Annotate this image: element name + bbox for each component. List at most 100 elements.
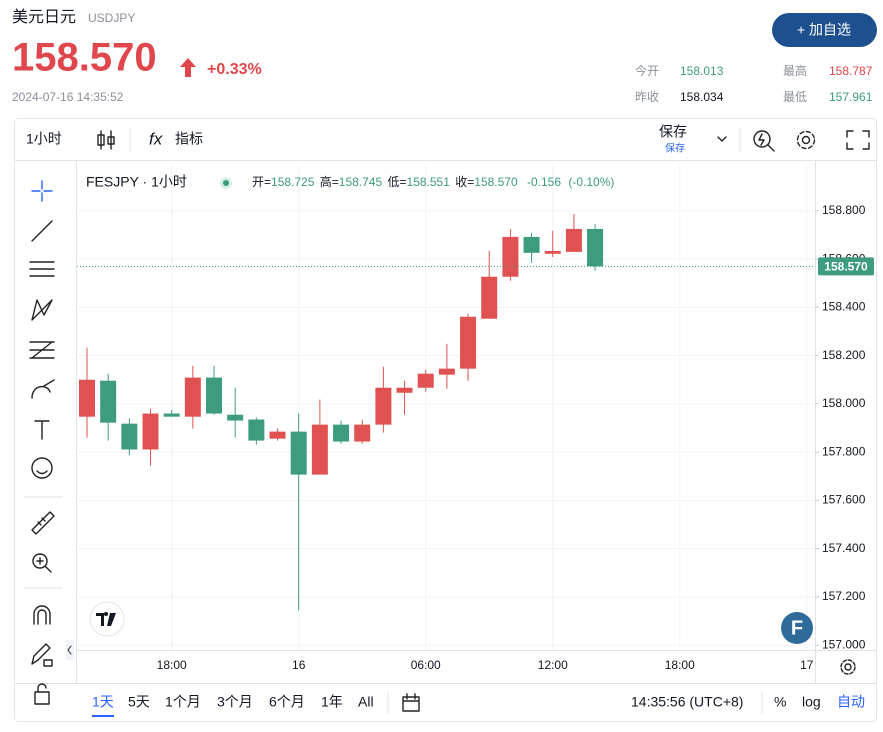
current-price: 158.570 xyxy=(12,36,157,80)
timestamp: 2024-07-16 14:35:52 xyxy=(12,90,124,104)
ohlc-legend: 开=158.725 高=158.745 低=158.551 收=158.570 … xyxy=(252,174,614,189)
save-button[interactable]: 保存 xyxy=(659,124,687,140)
y-tick-label: 158.200 xyxy=(822,348,866,362)
candle-body xyxy=(248,419,265,441)
up-arrow xyxy=(180,58,196,77)
legend-label: 高= xyxy=(320,174,339,189)
legend-change: -0.156 xyxy=(527,175,561,189)
y-tick-label: 157.600 xyxy=(822,493,866,507)
candle-body xyxy=(142,413,159,450)
candle-body xyxy=(206,377,223,414)
magnet-tool[interactable] xyxy=(33,605,51,625)
tv-logo-mark xyxy=(96,612,116,626)
candle-body xyxy=(354,424,371,442)
y-tick-label: 158.400 xyxy=(822,300,866,314)
candle-body xyxy=(565,228,582,252)
candle-body xyxy=(311,424,328,475)
y-tick-label: 158.800 xyxy=(822,203,866,217)
y-tick-label: 157.800 xyxy=(822,444,866,458)
chart-title: FESJPY · 1小时 xyxy=(86,174,187,190)
range-button[interactable]: 1天 xyxy=(92,694,114,710)
candle-body xyxy=(163,413,180,417)
fullscreen-icon[interactable] xyxy=(846,130,870,150)
x-tick-label: 17 xyxy=(800,658,814,672)
legend-label: 收= xyxy=(455,175,474,189)
stat-value: 158.013 xyxy=(680,64,724,78)
x-tick-label: 18:00 xyxy=(157,658,187,672)
candle-body xyxy=(375,387,392,425)
text-tool[interactable] xyxy=(34,420,50,440)
channel-tool[interactable] xyxy=(29,261,55,277)
clock: 14:35:56 (UTC+8) xyxy=(631,694,743,710)
range-button[interactable]: 1年 xyxy=(321,694,343,710)
y-tick-label: 158.000 xyxy=(822,396,866,410)
fib-tool[interactable] xyxy=(29,341,55,359)
y-tick-label: 157.200 xyxy=(822,589,866,603)
collapse-arrow xyxy=(67,645,72,655)
line-tool[interactable] xyxy=(31,220,53,242)
emoji-tool[interactable] xyxy=(31,457,53,479)
lock-tool[interactable] xyxy=(34,683,50,705)
watch-button[interactable] xyxy=(772,13,877,47)
candle-body xyxy=(100,380,117,423)
indicator-button[interactable]: 指标 xyxy=(175,131,203,147)
ruler-tool[interactable] xyxy=(31,511,55,535)
range-button[interactable]: 3个月 xyxy=(217,694,253,710)
pattern-tool[interactable] xyxy=(31,299,53,321)
zoom-tool[interactable] xyxy=(32,553,52,573)
legend-value: 158.551 xyxy=(407,175,451,189)
log-toggle[interactable]: log xyxy=(802,694,821,710)
alert-icon[interactable] xyxy=(753,130,775,152)
badge xyxy=(781,612,813,644)
collapse-tab[interactable] xyxy=(66,640,74,660)
candle-body xyxy=(290,431,307,475)
candle-body xyxy=(481,276,498,319)
range-button[interactable]: All xyxy=(358,694,374,710)
x-tick-label: 06:00 xyxy=(411,658,441,672)
candle-body xyxy=(79,379,95,417)
candle-body xyxy=(460,316,477,369)
save-menu-icon[interactable] xyxy=(717,136,727,142)
candle-body xyxy=(523,236,540,253)
candle-body xyxy=(184,377,201,417)
asset-symbol: USDJPY xyxy=(88,11,135,25)
stat-value: 157.961 xyxy=(829,90,873,104)
date-range-icon[interactable] xyxy=(402,693,420,712)
axis-settings-icon[interactable] xyxy=(840,659,856,675)
plot-area: 157.000 157.200 157.400 157.600 157.800 158.0… xyxy=(77,165,874,672)
y-tick-label: 157.000 xyxy=(822,637,866,651)
candle-body xyxy=(544,250,561,254)
candle-body xyxy=(587,228,604,267)
chart-frame xyxy=(14,118,877,722)
candle-body xyxy=(333,424,350,442)
candle-body xyxy=(121,423,138,450)
asset-name: 美元日元 xyxy=(12,8,76,26)
stat-value: 158.034 xyxy=(680,90,724,104)
auto-toggle[interactable]: 自动 xyxy=(837,694,865,710)
legend-change-pct: (-0.10%) xyxy=(568,175,614,189)
range-button[interactable]: 6个月 xyxy=(269,694,305,710)
brush-tool[interactable] xyxy=(31,379,55,399)
watch-button-label[interactable]: + 加自选 xyxy=(797,22,851,38)
candle-body xyxy=(227,414,244,421)
y-tick-label: 157.400 xyxy=(822,541,866,555)
badge-letter: F xyxy=(791,617,803,639)
crosshair-tool[interactable] xyxy=(31,180,53,202)
indicator-icon[interactable]: fx xyxy=(149,129,163,148)
percent-toggle[interactable]: % xyxy=(774,694,786,710)
range-button[interactable]: 1个月 xyxy=(165,694,201,710)
price-change: +0.33% xyxy=(207,61,262,78)
legend-value: 158.745 xyxy=(339,175,383,189)
legend-value: 158.725 xyxy=(271,175,315,189)
interval-button[interactable]: 1小时 xyxy=(26,131,62,147)
tv-logo[interactable] xyxy=(89,601,125,637)
save-subtitle[interactable]: 保存 xyxy=(665,142,685,155)
range-button[interactable]: 5天 xyxy=(128,694,150,710)
stat-label: 今开 xyxy=(635,63,659,78)
chart-type-icon[interactable] xyxy=(97,130,115,150)
lock-draw-tool[interactable] xyxy=(31,643,53,667)
settings-icon[interactable] xyxy=(796,130,816,150)
candle-body xyxy=(396,387,413,393)
legend-value: 158.570 xyxy=(474,175,518,189)
stat-label: 昨收 xyxy=(635,90,659,104)
